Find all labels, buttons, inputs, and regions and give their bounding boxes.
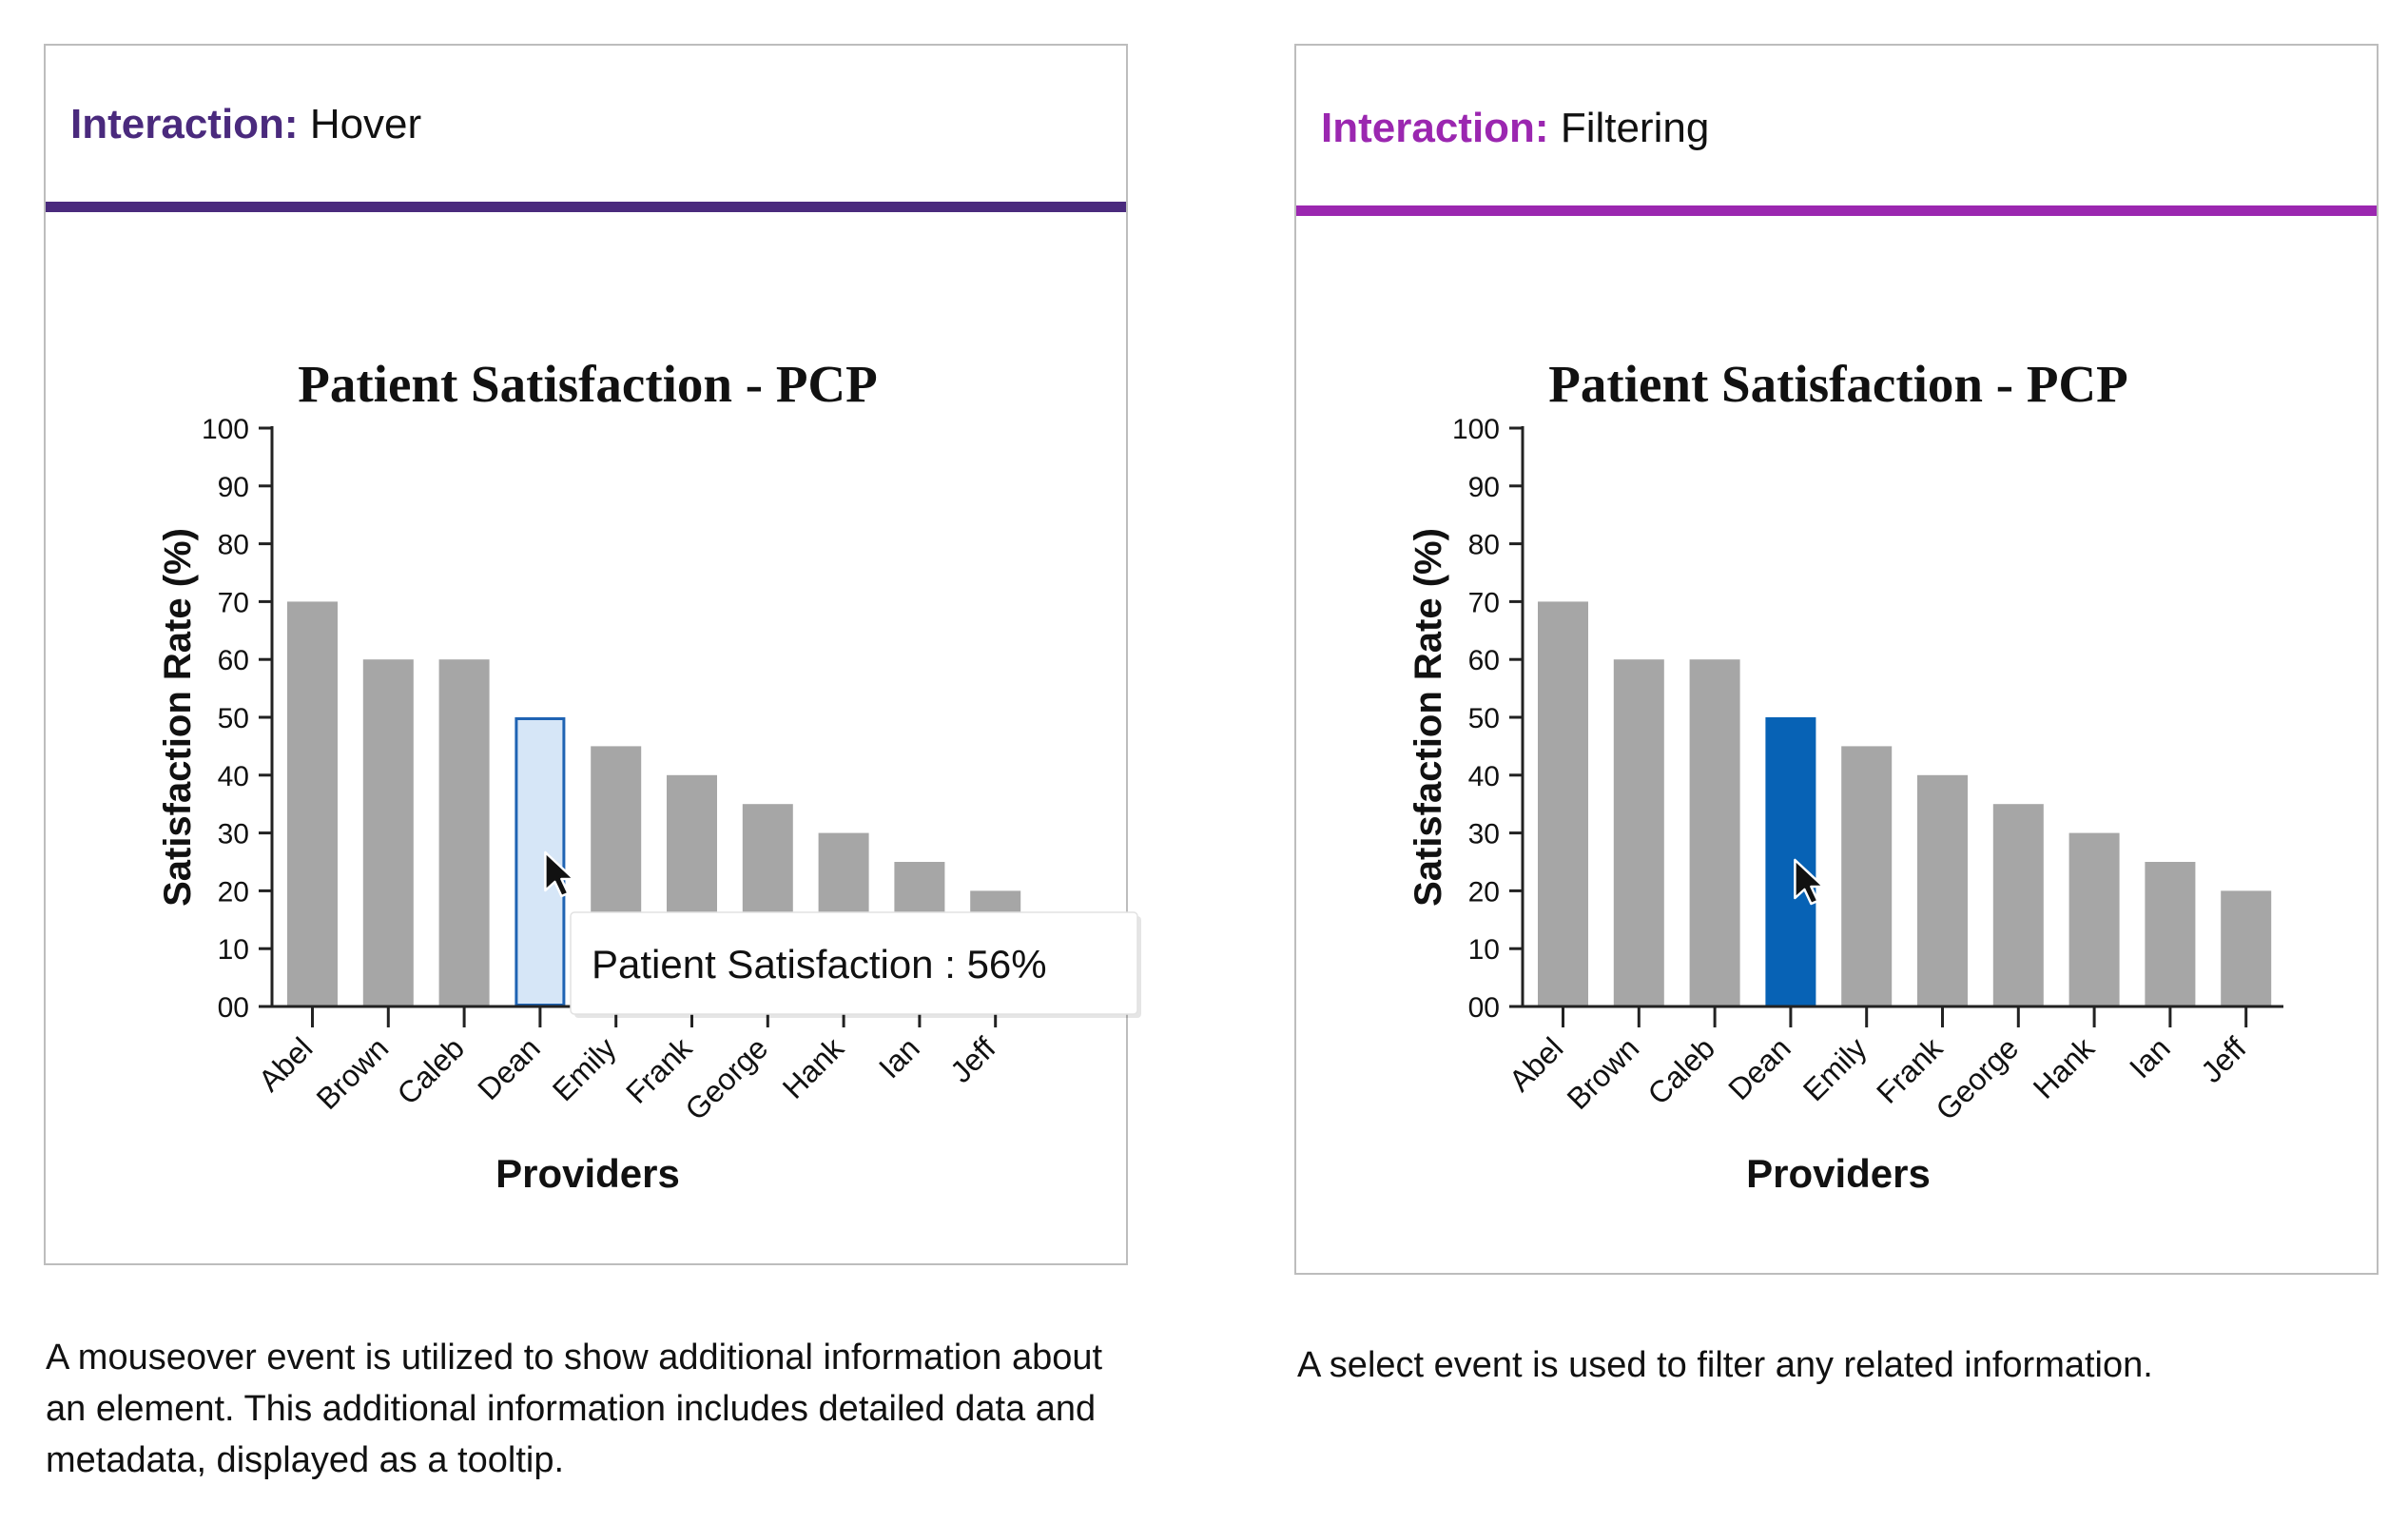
- description: A mouseover event is utilized to show ad…: [46, 1338, 1103, 1480]
- tooltip-value: 56%: [967, 942, 1047, 987]
- y-tick-label: 90: [218, 472, 249, 503]
- x-tick-label: Jeff: [2194, 1030, 2253, 1089]
- x-tick-label: Emily: [546, 1030, 623, 1107]
- x-tick-label: Caleb: [1641, 1030, 1721, 1111]
- y-tick-label: 00: [218, 992, 249, 1024]
- y-tick-label: 30: [218, 819, 249, 850]
- interaction-label: Interaction:: [70, 101, 299, 147]
- tooltip-label: Patient Satisfaction: [592, 942, 934, 987]
- y-tick-label: 40: [1468, 761, 1500, 792]
- y-tick-label: 30: [1468, 819, 1500, 850]
- interaction-type: Filtering: [1560, 105, 1710, 151]
- bar-george: [1992, 804, 2044, 1006]
- bar-abel: [1538, 601, 1588, 1006]
- x-tick-label: Ian: [2123, 1030, 2177, 1084]
- card-header: Interaction: Hover: [46, 46, 1126, 203]
- bar-caleb: [438, 659, 490, 1006]
- tooltip-text: Patient Satisfaction : 56%: [592, 942, 1047, 987]
- accent-rule: [1296, 205, 2377, 216]
- x-tick-label: Abel: [1503, 1030, 1570, 1098]
- bar-brown: [1613, 659, 1664, 1006]
- x-tick-label: Caleb: [390, 1030, 471, 1111]
- bar-caleb: [1689, 659, 1740, 1006]
- bar-emily: [1841, 746, 1893, 1006]
- accent-rule: [46, 202, 1126, 212]
- y-tick-label: 100: [202, 414, 249, 445]
- x-axis-title: Providers: [1746, 1151, 1931, 1196]
- bar-abel: [287, 601, 338, 1006]
- bar-brown: [362, 659, 414, 1006]
- y-tick-label: 00: [1468, 992, 1500, 1024]
- card-header: Interaction: Filtering: [1296, 46, 2377, 203]
- y-tick-label: 20: [1468, 876, 1500, 908]
- x-tick-label: Jeff: [943, 1030, 1002, 1089]
- card-heading: Interaction: Filtering: [1321, 105, 1709, 152]
- x-tick-label: Hank: [2027, 1030, 2102, 1105]
- bar-chart: Patient Satisfaction - PCP 00 10 20 30 40 50 60…: [1408, 355, 2283, 1196]
- y-tick-label: 50: [218, 703, 249, 734]
- y-tick-label: 40: [218, 761, 249, 792]
- cursor-icon: [544, 850, 575, 898]
- x-axis-title: Providers: [495, 1151, 680, 1196]
- x-tick-label: George: [1929, 1030, 2025, 1126]
- bar-dean: [1765, 717, 1816, 1006]
- hover-card: Interaction: Hover Patient Satisfaction …: [44, 44, 1141, 1265]
- chart-title: Patient Satisfaction - PCP: [298, 355, 878, 413]
- y-tick-label: 10: [218, 934, 249, 966]
- x-tick-label: Ian: [872, 1030, 926, 1084]
- y-tick-label: 70: [218, 587, 249, 618]
- x-tick-label: George: [678, 1030, 774, 1126]
- tooltip-box: [570, 911, 1138, 1015]
- tooltip-separator: :: [934, 942, 967, 987]
- y-axis-title: Satisfaction Rate (%): [157, 528, 199, 907]
- bar-chart: Patient Satisfaction - PCP 00 10 20 30 40 50 60…: [157, 355, 1141, 1196]
- cursor-icon: [1794, 858, 1825, 906]
- y-tick-label: 90: [1468, 472, 1500, 503]
- interaction-label: Interaction:: [1321, 105, 1549, 151]
- x-tick-label: Emily: [1796, 1030, 1874, 1107]
- card-heading: Interaction: Hover: [70, 101, 421, 148]
- x-tick-label: Dean: [1721, 1030, 1797, 1106]
- x-tick-label: Dean: [471, 1030, 547, 1106]
- x-tick-label: Brown: [1561, 1030, 1646, 1116]
- bar-frank: [1917, 774, 1968, 1006]
- interaction-type: Hover: [309, 101, 422, 147]
- y-tick-label: 80: [218, 530, 249, 561]
- tooltip: Patient Satisfaction : 56%: [570, 911, 1141, 1018]
- y-tick-label: 60: [1468, 645, 1500, 676]
- y-tick-label: 20: [218, 876, 249, 908]
- y-tick-label: 100: [1452, 414, 1500, 445]
- chart-title: Patient Satisfaction - PCP: [1548, 355, 2128, 413]
- bar-jeff: [2221, 890, 2272, 1006]
- y-tick-label: 70: [1468, 587, 1500, 618]
- x-tick-label: Abel: [252, 1030, 320, 1098]
- y-tick-label: 10: [1468, 934, 1500, 966]
- y-tick-label: 80: [1468, 530, 1500, 561]
- y-tick-label: 60: [218, 645, 249, 676]
- x-tick-label: Brown: [310, 1030, 396, 1116]
- x-tick-label: Hank: [776, 1030, 851, 1105]
- bar-hank: [2068, 832, 2120, 1006]
- bar-ian: [2145, 862, 2196, 1006]
- filter-card: Interaction: Filtering Patient Satisfact…: [1294, 44, 2379, 1275]
- description: A select event is used to filter any rel…: [1297, 1345, 2153, 1385]
- y-tick-label: 50: [1468, 703, 1500, 734]
- y-axis-title: Satisfaction Rate (%): [1408, 528, 1449, 907]
